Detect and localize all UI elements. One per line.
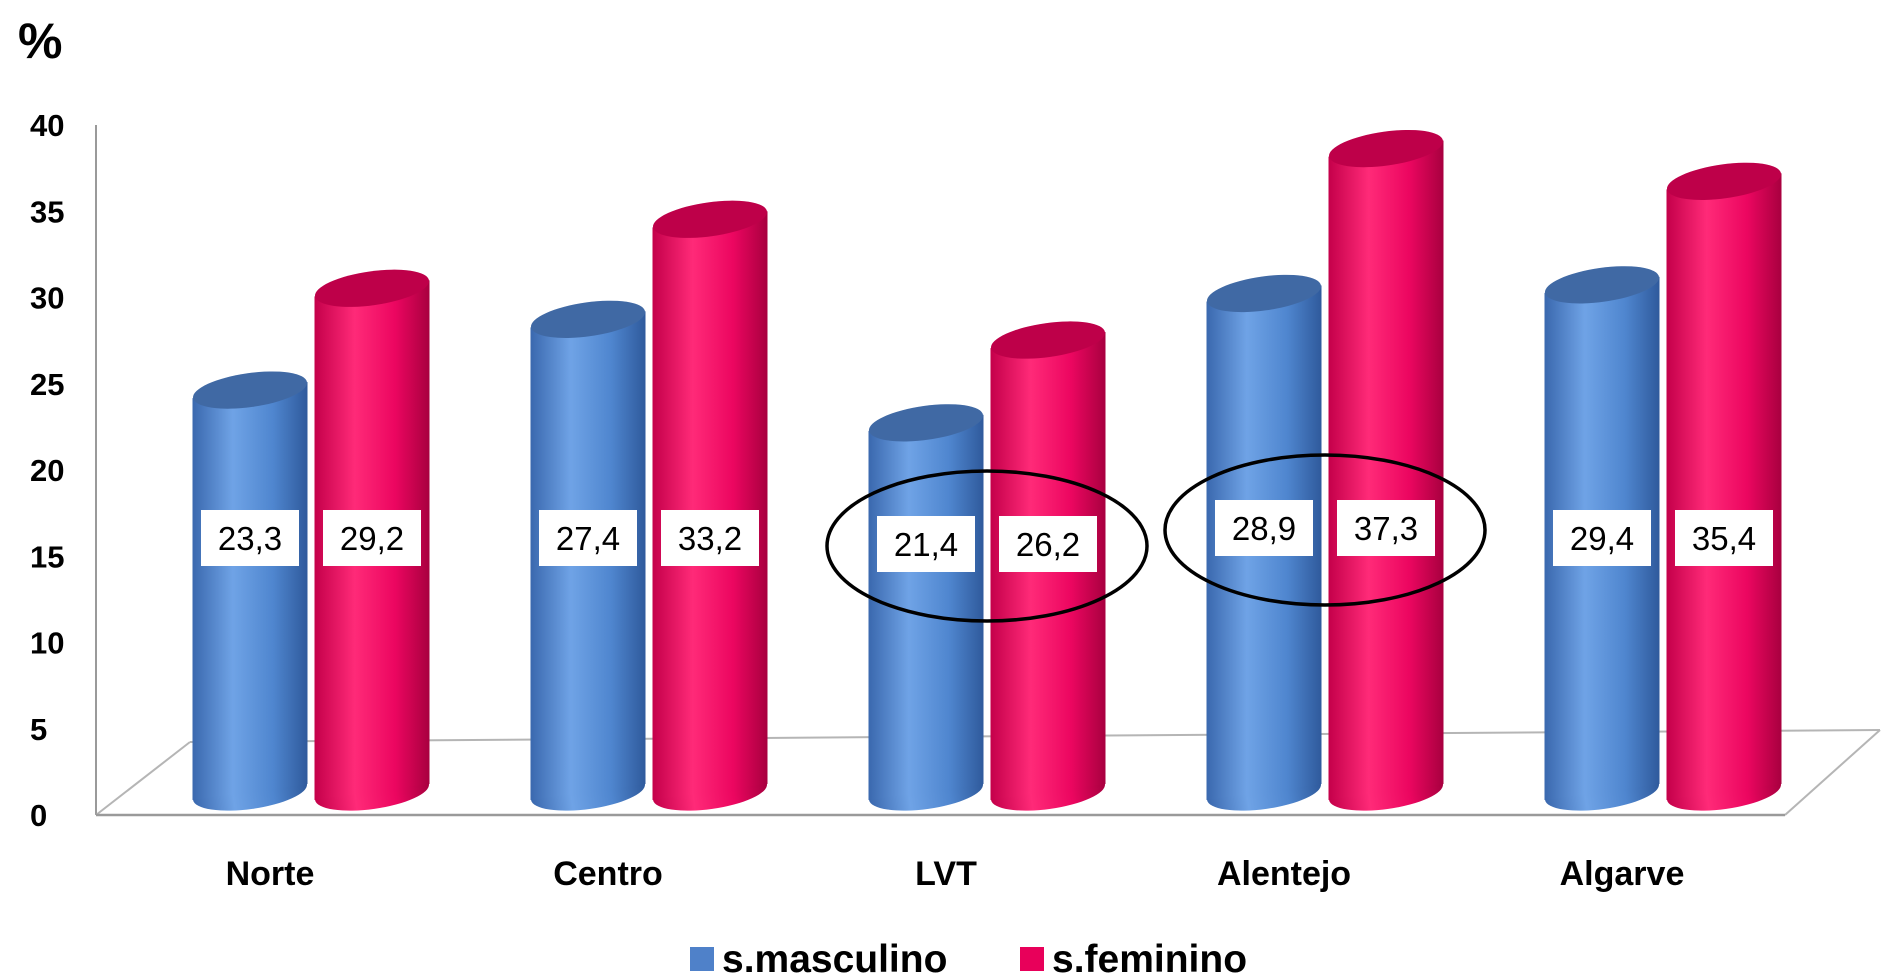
data-label-box [877,516,975,572]
data-label: 37,3 [1337,500,1435,556]
y-tick-label: 0 [30,798,47,833]
bar-top [1667,162,1781,200]
data-labels: 23,3 29,2 27,4 33,2 21,4 26,2 28,9 37,3 29,4 35,4 [201,500,1773,572]
highlight-ellipse [1163,453,1487,607]
y-axis-ticks: 0 5 10 15 20 25 30 35 40 [30,108,64,833]
data-label-box [1675,510,1773,566]
data-label: 35,4 [1675,510,1773,566]
y-tick-label: 10 [30,626,64,661]
data-label-box [999,516,1097,572]
y-tick-label: 40 [30,108,64,143]
y-tick-label: 15 [30,539,64,574]
data-label: 33,2 [661,510,759,566]
legend-item: s.masculino [690,938,947,980]
data-label-text: 28,9 [1232,510,1296,547]
data-label-box [1337,500,1435,556]
bar-top-shade [315,269,429,307]
legend-swatch [690,947,714,971]
category-labels: Norte Centro LVT Alentejo Algarve [226,855,1685,893]
bar-top-shade [653,200,767,238]
data-label-text: 35,4 [1692,520,1756,557]
data-label-text: 33,2 [678,520,742,557]
bar-feminino [652,200,768,811]
highlight-ellipse [825,469,1149,623]
bar-top [193,371,307,409]
data-label-text: 29,2 [340,520,404,557]
data-label-box [661,510,759,566]
y-axis-unit-label: % [18,13,62,69]
bar-masculino [192,371,308,811]
highlight-ellipses [825,453,1487,623]
data-label: 29,4 [1553,510,1651,566]
bar-top [531,300,645,338]
data-label-text: 27,4 [556,520,620,557]
bar-top-shade [1329,129,1443,168]
bar-top-shade [193,371,307,409]
category-label: Alentejo [1217,855,1351,893]
data-label: 28,9 [1215,500,1313,556]
legend-label: s.feminino [1052,938,1247,980]
data-label: 21,4 [877,516,975,572]
legend-label: s.masculino [722,938,947,980]
category-label: Norte [226,855,315,893]
data-label-text: 29,4 [1570,520,1634,557]
bar-body [868,414,984,801]
data-label-box [323,510,421,566]
y-tick-label: 20 [30,453,64,488]
data-label-text: 37,3 [1354,510,1418,547]
data-label-text: 21,4 [894,526,958,563]
bar-top-shade [1207,274,1321,313]
bar-top [315,269,429,307]
bar-top [1207,274,1321,313]
bar-top [1545,266,1659,304]
legend-item: s.feminino [1020,938,1247,980]
legend: s.masculino s.feminino [690,938,1247,980]
bar-top [869,404,983,442]
data-label: 26,2 [999,516,1097,572]
legend-swatch [1020,947,1044,971]
data-label: 27,4 [539,510,637,566]
floor-right-edge [1784,729,1881,816]
bar-body [1666,173,1782,801]
bar-top-shade [1545,266,1659,304]
bar-top-shade [869,404,983,442]
data-label-box [201,510,299,566]
bar-top [991,321,1105,359]
bar-top-shade [1667,162,1781,200]
bar-body [652,211,768,801]
bar-top [1329,129,1443,168]
data-label-box [1553,510,1651,566]
bar-feminino [1666,162,1782,811]
bar-top [653,200,767,238]
bar-feminino [1328,129,1444,811]
data-label-box [539,510,637,566]
data-label-text: 23,3 [218,520,282,557]
bar-top-shade [991,321,1105,359]
y-tick-label: 5 [30,712,47,747]
bar-body [192,382,308,801]
bar-masculino [868,404,984,811]
bar-body [1328,140,1444,801]
y-tick-label: 25 [30,367,64,402]
data-label-box [1215,500,1313,556]
category-label: LVT [915,855,977,893]
bar-top-shade [531,300,645,338]
y-tick-label: 35 [30,194,64,229]
data-label-text: 26,2 [1016,526,1080,563]
data-label: 23,3 [201,510,299,566]
category-label: Centro [553,855,663,893]
data-label: 29,2 [323,510,421,566]
floor-left-edge [95,741,191,816]
y-tick-label: 30 [30,281,64,316]
category-label: Algarve [1560,855,1685,893]
